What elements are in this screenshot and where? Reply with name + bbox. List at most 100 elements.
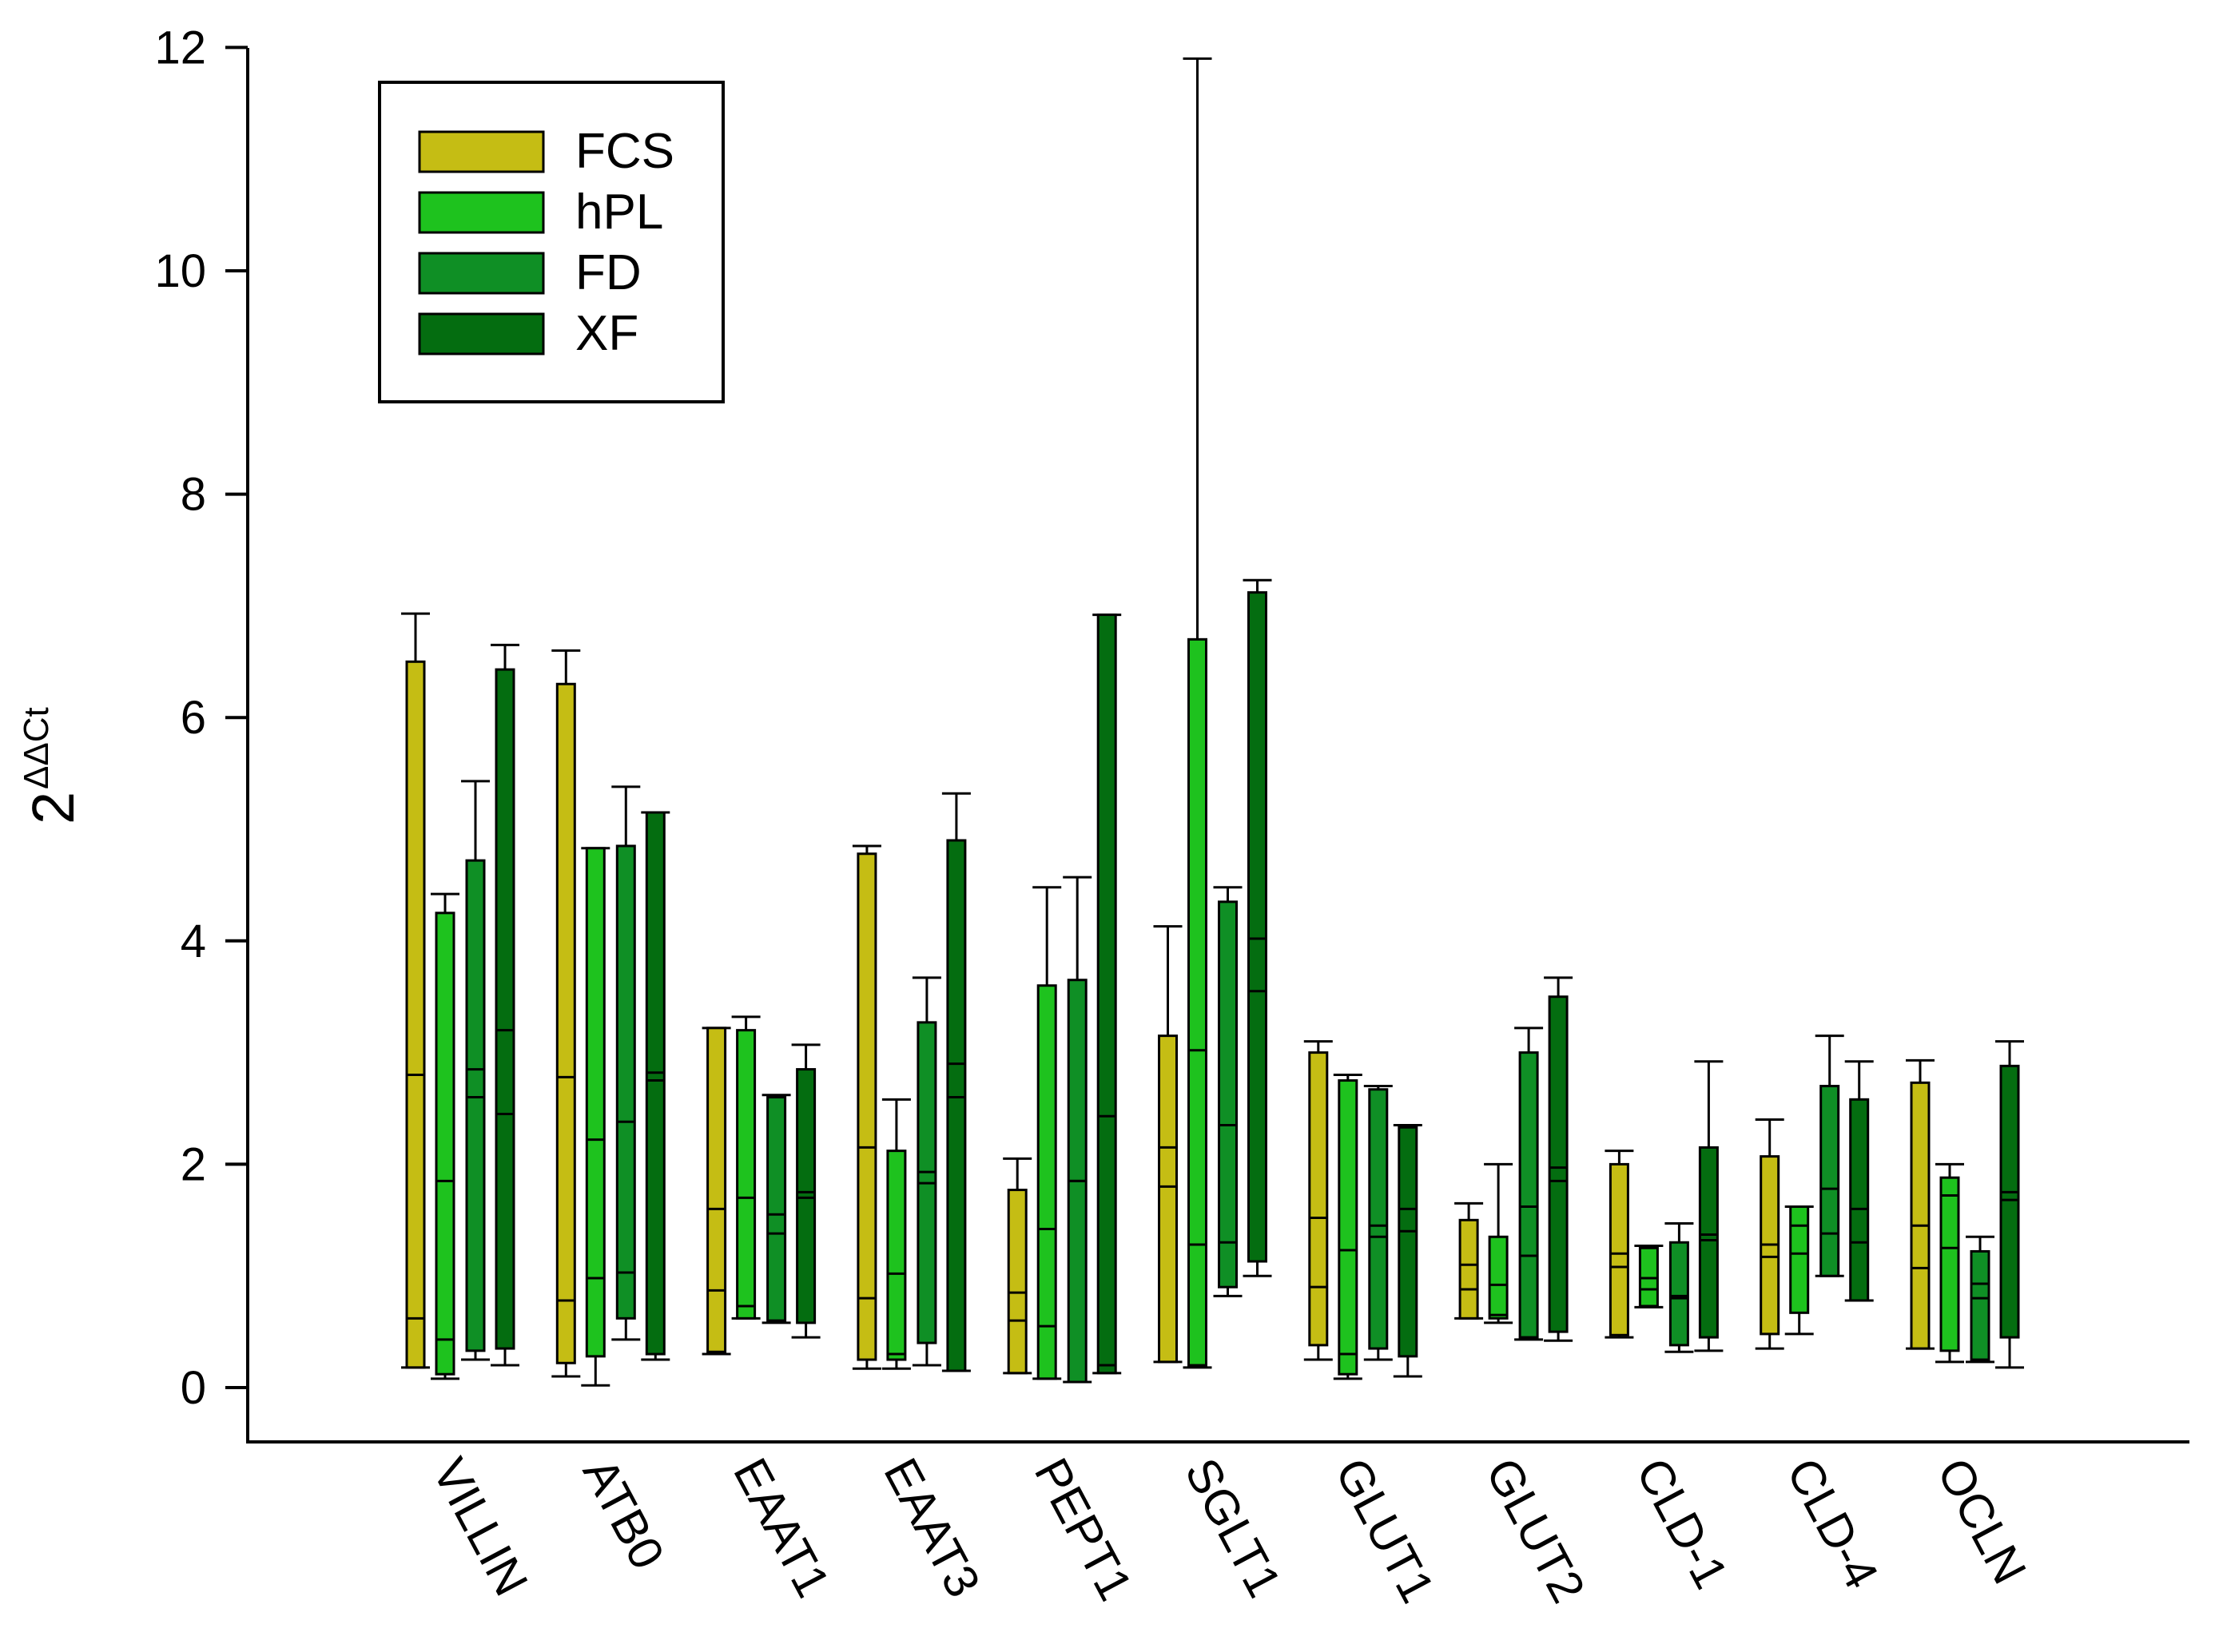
legend-swatch-xf: [418, 312, 545, 355]
box-fd: [461, 780, 490, 1361]
box-fd: [1966, 1235, 1994, 1364]
box-body: [1036, 984, 1057, 1380]
box-fd: [1213, 886, 1243, 1297]
box-body: [1247, 591, 1267, 1263]
box-body: [1368, 1088, 1389, 1350]
box-body: [1910, 1081, 1931, 1350]
box-fcs: [1906, 1058, 1935, 1350]
box-xf: [1544, 976, 1573, 1342]
box-fd: [1063, 876, 1092, 1384]
x-category-label: EAAT3: [873, 1450, 990, 1606]
box-hpl: [431, 892, 459, 1380]
x-category-label: GLUT1: [1325, 1450, 1445, 1611]
box-body: [1308, 1051, 1329, 1347]
box-body: [1999, 1064, 2020, 1339]
box-hpl: [881, 1098, 911, 1370]
box-body: [1187, 637, 1207, 1367]
box-body: [1096, 614, 1117, 1375]
box-body: [1518, 1051, 1539, 1339]
box-hpl: [731, 1015, 761, 1320]
box-hpl: [1484, 1162, 1513, 1324]
box-hpl: [581, 847, 610, 1387]
box-fcs: [401, 612, 430, 1369]
box-body: [766, 1096, 787, 1322]
y-tick-label: 0: [181, 1362, 206, 1414]
box-xf: [1995, 1040, 2024, 1369]
box-body: [1398, 1126, 1418, 1358]
box-body: [736, 1029, 757, 1320]
y-tick-label: 10: [154, 245, 206, 297]
box-body: [857, 852, 877, 1361]
legend-swatch-fcs: [418, 130, 545, 173]
box-xf: [491, 643, 519, 1367]
x-category-label: EAAT1: [723, 1450, 840, 1606]
box-hpl: [1183, 57, 1212, 1369]
x-category-label: SGLT1: [1175, 1450, 1291, 1606]
y-axis-title: 2 ΔΔCt: [17, 707, 86, 824]
box-body: [495, 668, 515, 1350]
box-xf: [1092, 614, 1122, 1375]
box-xf: [1393, 1123, 1422, 1378]
box-fd: [912, 976, 941, 1367]
x-category-label: VILLIN: [423, 1450, 539, 1604]
box-fcs: [1454, 1201, 1484, 1320]
box-hpl: [1634, 1244, 1664, 1308]
x-category-label: CLD-1: [1626, 1450, 1739, 1598]
box-body: [946, 839, 967, 1372]
box-xf: [641, 811, 670, 1361]
box-body: [1007, 1189, 1028, 1375]
legend-label-fcs: FCS: [575, 124, 674, 179]
box-body: [1338, 1079, 1358, 1376]
x-category-label: GLUT2: [1476, 1450, 1596, 1611]
box-fd: [762, 1094, 791, 1324]
x-category-label: ATB0: [573, 1450, 675, 1578]
box-xf: [1844, 1060, 1874, 1302]
box-fcs: [1605, 1150, 1634, 1339]
box-fd: [1514, 1027, 1544, 1341]
box-hpl: [1333, 1074, 1362, 1380]
y-tick-label: 8: [181, 469, 206, 521]
legend-swatch-hpl: [418, 191, 545, 234]
box-body: [886, 1150, 907, 1361]
y-tick-label: 12: [154, 22, 206, 73]
box-body: [405, 660, 426, 1369]
box-hpl: [1032, 886, 1062, 1380]
box-body: [1668, 1241, 1689, 1347]
box-body: [435, 911, 455, 1376]
y-axis-title-superscript: ΔΔCt: [17, 707, 56, 789]
box-body: [1698, 1146, 1719, 1339]
box-body: [1789, 1205, 1810, 1314]
box-body: [645, 811, 666, 1356]
box-hpl: [1784, 1205, 1814, 1336]
box-fcs: [1153, 925, 1183, 1364]
box-fd: [1815, 1034, 1844, 1277]
box-body: [585, 847, 606, 1358]
box-body: [796, 1068, 817, 1324]
legend-label-fd: FD: [575, 245, 642, 300]
box-body: [1819, 1085, 1840, 1277]
y-tick-label: 4: [181, 915, 206, 967]
box-body: [555, 682, 576, 1364]
box-body: [1939, 1176, 1960, 1352]
box-xf: [941, 792, 971, 1372]
y-tick-label: 2: [181, 1138, 206, 1190]
box-body: [1849, 1098, 1870, 1302]
box-body: [706, 1027, 727, 1353]
box-body: [1548, 995, 1569, 1333]
box-fd: [1664, 1221, 1694, 1353]
box-fcs: [1755, 1118, 1784, 1350]
box-fd: [1363, 1085, 1393, 1361]
box-xf: [1243, 578, 1272, 1277]
x-category-label: PEPT1: [1024, 1450, 1143, 1609]
y-axis-title-base: 2: [20, 792, 86, 824]
box-fcs: [702, 1027, 731, 1356]
x-category-label: OCLN: [1927, 1450, 2037, 1593]
box-body: [1609, 1162, 1629, 1336]
box-fcs: [852, 844, 881, 1370]
legend-swatch-fd: [418, 252, 545, 295]
box-body: [465, 859, 486, 1352]
box-xf: [791, 1043, 821, 1339]
box-hpl: [1935, 1162, 1964, 1364]
